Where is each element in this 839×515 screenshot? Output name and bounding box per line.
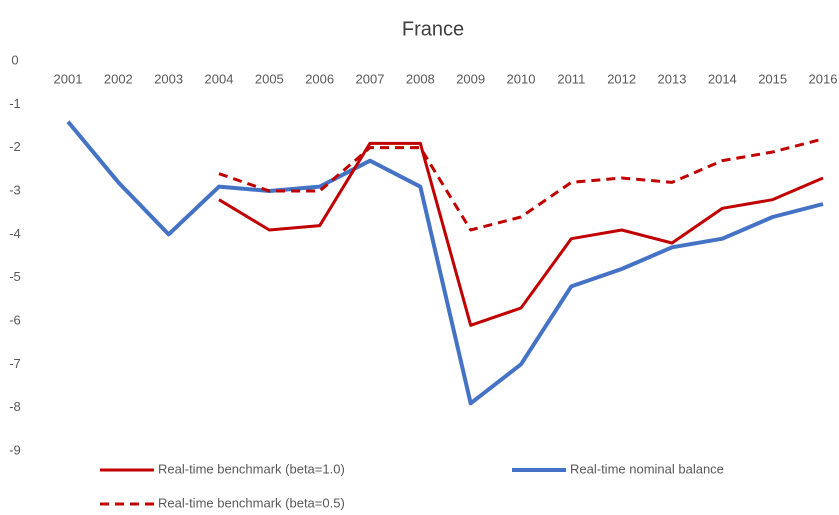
- legend-label: Real-time benchmark (beta=1.0): [158, 461, 345, 476]
- y-tick-label: 0: [11, 52, 18, 67]
- x-tick-label: 2007: [356, 71, 385, 86]
- legend-label: Real-time benchmark (beta=0.5): [158, 495, 345, 510]
- x-tick-label: 2009: [456, 71, 485, 86]
- y-tick-label: -6: [9, 312, 21, 327]
- x-tick-label: 2002: [104, 71, 133, 86]
- x-tick-label: 2016: [809, 71, 838, 86]
- x-tick-label: 2010: [507, 71, 536, 86]
- y-tick-label: -4: [9, 226, 21, 241]
- series-line: [218, 137, 824, 232]
- series-line: [218, 141, 824, 327]
- x-tick-label: 2004: [205, 71, 234, 86]
- y-tick-label: -1: [9, 96, 21, 111]
- chart-title: France: [402, 18, 464, 40]
- y-tick-label: -5: [9, 269, 21, 284]
- x-tick-label: 2013: [658, 71, 687, 86]
- y-tick-label: -2: [9, 139, 21, 154]
- x-tick-label: 2005: [255, 71, 284, 86]
- y-tick-label: -7: [9, 356, 21, 371]
- x-tick-label: 2001: [54, 71, 83, 86]
- y-tick-label: -9: [9, 442, 21, 457]
- x-tick-label: 2008: [406, 71, 435, 86]
- y-tick-label: -3: [9, 182, 21, 197]
- x-tick-label: 2006: [305, 71, 334, 86]
- x-tick-label: 2015: [758, 71, 787, 86]
- y-tick-label: -8: [9, 399, 21, 414]
- x-tick-label: 2014: [708, 71, 737, 86]
- series-line: [66, 120, 824, 406]
- x-tick-label: 2003: [154, 71, 183, 86]
- x-tick-label: 2012: [607, 71, 636, 86]
- legend-label: Real-time nominal balance: [570, 461, 724, 476]
- x-tick-label: 2011: [557, 71, 585, 86]
